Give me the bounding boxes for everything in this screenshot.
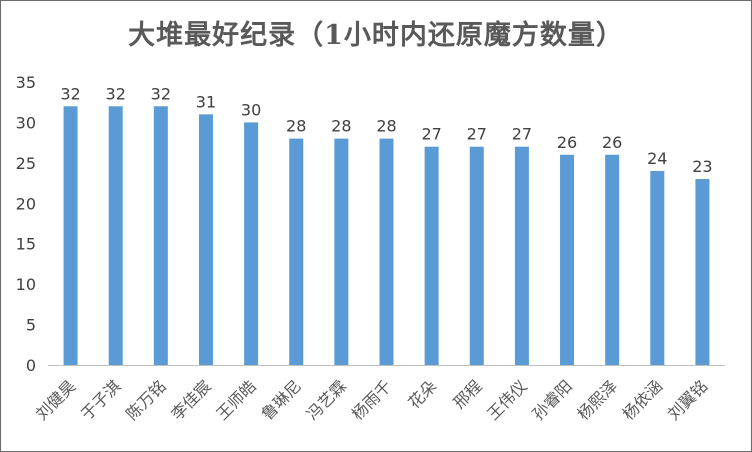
- x-category-label: 刘翼铭: [664, 376, 711, 423]
- x-category-label: 刘健昊: [32, 376, 79, 423]
- chart-title: 大堆最好纪录（1小时内还原魔方数量）: [128, 20, 624, 51]
- bar: [695, 179, 710, 365]
- bar: [289, 138, 304, 365]
- y-tick-label: 5: [26, 316, 36, 335]
- data-label: 32: [60, 84, 80, 103]
- bar: [469, 146, 484, 365]
- data-label: 26: [602, 133, 622, 152]
- data-label: 32: [106, 84, 126, 103]
- bar: [63, 106, 78, 365]
- y-tick-label: 35: [16, 73, 36, 92]
- bar: [379, 138, 394, 365]
- data-label: 24: [647, 149, 667, 168]
- bar: [514, 146, 529, 365]
- x-category-label: 杨依涵: [619, 376, 666, 423]
- data-label: 28: [286, 117, 306, 136]
- x-category-label: 杨熙泽: [574, 376, 621, 423]
- x-category-label: 鲁琳尼: [258, 376, 305, 423]
- bar: [424, 146, 439, 365]
- x-category-label: 陈万铭: [122, 376, 169, 423]
- y-tick-label: 20: [16, 194, 36, 213]
- data-label: 28: [331, 117, 351, 136]
- x-category-label: 李佳宸: [167, 376, 214, 423]
- data-label: 27: [467, 125, 487, 144]
- x-category-label: 冯艺霖: [303, 376, 350, 423]
- data-label: 28: [376, 117, 396, 136]
- x-category-label: 邢程: [450, 376, 486, 412]
- y-tick-label: 15: [16, 235, 36, 254]
- bar: [650, 170, 665, 365]
- data-label: 27: [421, 125, 441, 144]
- data-label: 30: [241, 100, 261, 119]
- y-tick-label: 30: [16, 113, 36, 132]
- data-label: 23: [692, 157, 712, 176]
- bar: [605, 154, 620, 365]
- data-label: 26: [557, 133, 577, 152]
- y-tick-label: 0: [26, 356, 36, 375]
- y-tick-label: 25: [16, 154, 36, 173]
- x-category-label: 花朵: [404, 376, 440, 412]
- data-label: 31: [196, 92, 216, 111]
- bar: [244, 122, 259, 365]
- data-label: 32: [151, 84, 171, 103]
- x-category-label: 王伟仪: [483, 376, 530, 423]
- x-category-label: 孙睿阳: [528, 376, 575, 423]
- x-category-label: 于子淇: [77, 376, 124, 423]
- bar: [560, 154, 575, 365]
- x-category-label: 王师皓: [213, 376, 260, 423]
- y-tick-label: 10: [16, 275, 36, 294]
- bar: [108, 106, 123, 365]
- bar: [198, 114, 213, 365]
- data-label: 27: [512, 125, 532, 144]
- x-category-label: 杨雨千: [348, 376, 395, 423]
- bar: [153, 106, 168, 365]
- bar: [334, 138, 349, 365]
